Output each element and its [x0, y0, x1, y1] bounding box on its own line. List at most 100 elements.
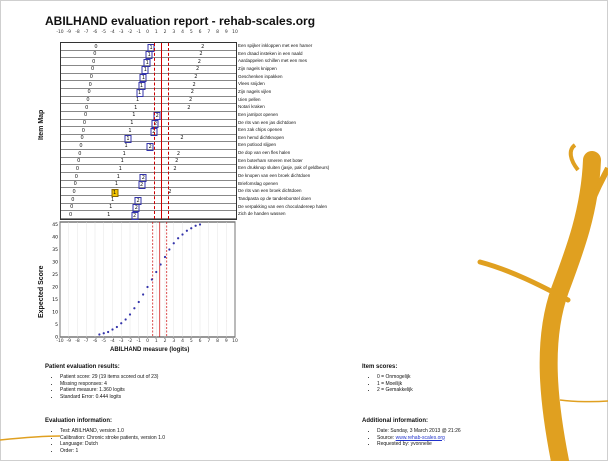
- observed-score-2: 2: [151, 120, 159, 129]
- axis-tick: -3: [119, 30, 124, 35]
- score-2-position: 2: [175, 158, 179, 165]
- item-name: Uien pellen: [238, 96, 261, 102]
- score-0-position: 0: [87, 89, 91, 96]
- curve-point: [98, 333, 101, 336]
- score-0-position: 0: [70, 204, 74, 211]
- item-name: Een draad insteken in een naald: [238, 50, 303, 56]
- axis-tick: -1: [136, 30, 142, 35]
- score-2-position: 2: [189, 97, 193, 104]
- curve-point: [150, 278, 153, 281]
- axis-tick: -9: [66, 339, 72, 344]
- observed-score-1: 1: [139, 74, 147, 83]
- item-name: Notari kraken: [238, 104, 265, 110]
- item-row: 0 1 2: [61, 104, 236, 112]
- item-name: Briefomslag openen: [238, 180, 279, 186]
- y-tick-label: 0: [55, 335, 58, 341]
- curve-point: [128, 313, 132, 316]
- score-0-position: 0: [93, 51, 97, 58]
- axis-tick: -4: [110, 339, 115, 344]
- curve-point: [124, 318, 127, 321]
- source-link[interactable]: www.rehab-scales.org: [395, 434, 445, 441]
- axis-tick: -7: [84, 30, 89, 35]
- y-tick-label: 25: [52, 272, 58, 278]
- score-2-position: 2: [180, 135, 184, 142]
- y-tick-label: 5: [55, 322, 58, 328]
- score-1-position: 1: [136, 97, 140, 104]
- item-row: 0 1 2: [61, 120, 236, 129]
- source-info: Source: www.rehab-scales.org: [377, 435, 461, 442]
- patient-results-heading: Patient evaluation results:: [45, 364, 120, 370]
- item-name: Een boterham smeren met boter: [238, 157, 303, 163]
- axis-tick: -4: [110, 30, 115, 35]
- axis-tick: 10: [232, 339, 238, 344]
- axis-tick: -6: [92, 339, 98, 344]
- axis-tick: 3: [172, 339, 176, 344]
- axis-tick: 6: [198, 30, 202, 35]
- score-1-position: 1: [107, 211, 111, 218]
- item-name: De verpakking van een chocoladereep hale…: [238, 203, 328, 209]
- score-2-position: 2: [190, 89, 194, 96]
- item-row: 0 1 2: [61, 58, 236, 67]
- y-tick-label: 30: [52, 260, 58, 266]
- standard-error: Standard Error: 0.444 logits: [60, 394, 158, 401]
- item-name: Zijn nagels knippen: [238, 65, 277, 71]
- score-2-position: 2: [195, 66, 200, 73]
- axis-tick: -2: [127, 30, 133, 35]
- score-2-position: 2: [173, 165, 177, 172]
- item-row: 0 1 2: [61, 158, 236, 166]
- test-info: Test: ABILHAND, version 1.0: [60, 428, 165, 435]
- score-0-position: 0: [94, 43, 98, 50]
- axis-tick: 4: [181, 339, 184, 344]
- item-map-label: Item Map: [38, 109, 45, 140]
- missing-responses: Missing responses: 4: [60, 381, 158, 388]
- axis-tick: -10: [56, 30, 64, 35]
- axis-tick: 7: [207, 339, 211, 344]
- axis-tick: 0: [146, 339, 149, 344]
- score-0: 0 = Onmogelijk: [377, 374, 413, 381]
- item-name: Een zak chips openen: [238, 127, 283, 133]
- date-info: Date: Sunday, 3 March 2013 @ 21:26: [377, 428, 461, 435]
- observed-score-2: 2: [146, 142, 154, 151]
- item-row: 0 1 2: [61, 74, 236, 83]
- patient-score: Patient score: 29 (19 items scored out o…: [60, 374, 158, 381]
- order-info: Order: 1: [60, 448, 165, 455]
- score-1: 1 = Moeilijk: [377, 381, 413, 388]
- item-name: Een spijker inkloppen met een hamer: [238, 43, 313, 48]
- item-name: Zijn nagels vijlen: [238, 88, 272, 94]
- item-row: 0 1 2: [61, 196, 236, 205]
- item-row: 0 1 2: [61, 51, 236, 60]
- item-map: 0 1 2 0 1 2 0 1 2 0 1 2 0 1 2 0 1 2 0 1 2 0 1 2 0 1 2 0 1 2 0 1 2 0 1 2 0 1 2 0…: [60, 42, 237, 220]
- score-2-position: 2: [201, 43, 205, 50]
- score-1-position: 1: [109, 204, 113, 211]
- curve-point: [163, 255, 167, 259]
- item-row: 0 1 2: [61, 173, 236, 182]
- axis-tick: -8: [75, 339, 80, 344]
- axis-tick: 8: [216, 339, 219, 344]
- curve-point: [172, 242, 175, 245]
- score-2-position: 2: [187, 104, 191, 111]
- score-2-position: 2: [199, 51, 203, 58]
- item-name: Een jamlpot openen: [238, 111, 279, 117]
- curve-point: [107, 330, 110, 334]
- score-2-position: 2: [168, 188, 172, 195]
- score-0-position: 0: [81, 127, 85, 134]
- item-row: 0 1 2: [61, 97, 236, 105]
- observed-score-1: 1: [141, 66, 149, 75]
- score-0-position: 0: [88, 81, 92, 88]
- calibration-info: Calibration: Chronic stroke patients, ve…: [60, 435, 165, 442]
- observed-score-2: 2: [132, 204, 140, 213]
- measure-line: [167, 43, 169, 219]
- score-1-position: 1: [134, 104, 138, 111]
- item-name: De rits van een broek dichtdoen: [238, 188, 302, 194]
- axis-tick: 4: [181, 30, 184, 35]
- y-tick-label: 45: [52, 222, 58, 228]
- observed-score-2: 2: [138, 181, 146, 190]
- score-2-position: 2: [194, 74, 198, 81]
- curve-point: [177, 237, 180, 240]
- item-row: 0 1 2: [61, 181, 236, 190]
- x-axis-title: ABILHAND measure (logits): [110, 347, 190, 353]
- score-1-position: 1: [132, 112, 136, 119]
- item-row: 0 1 2: [61, 188, 236, 197]
- axis-tick: 3: [172, 30, 176, 35]
